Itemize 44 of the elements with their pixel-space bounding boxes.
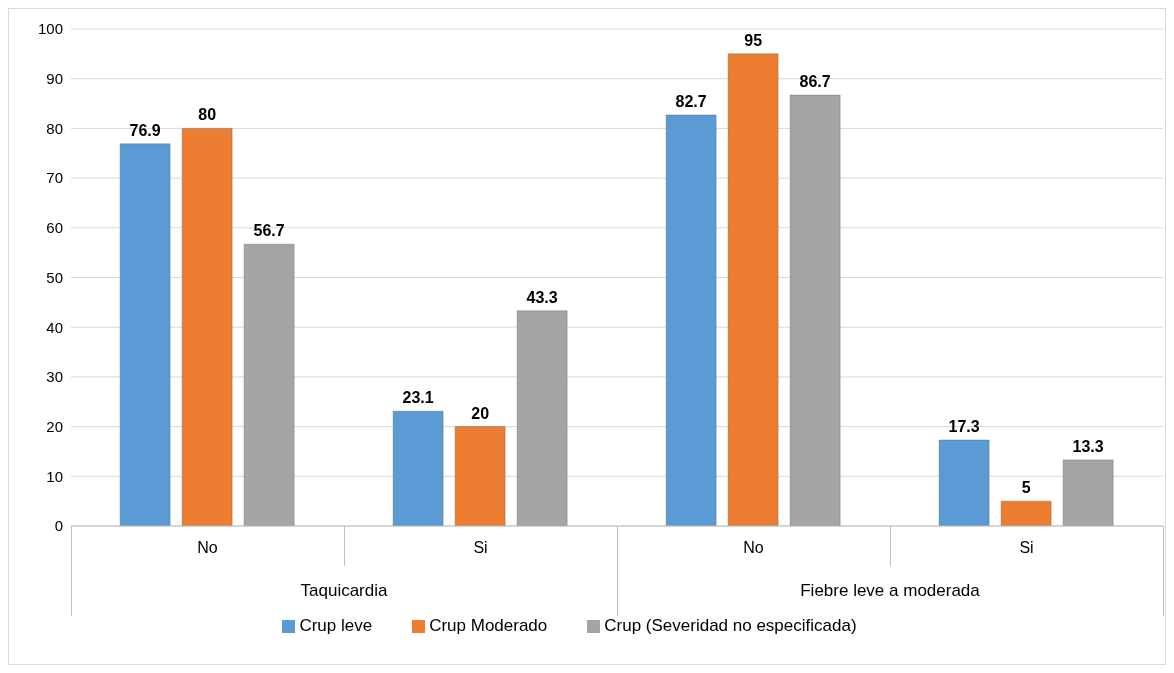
y-tick-label: 20 [46,417,63,435]
bar [938,439,990,526]
legend-label: Crup (Severidad no especificada) [604,616,857,635]
legend-label: Crup leve [299,616,373,635]
data-label: 20 [471,404,490,422]
data-label: 95 [744,31,763,49]
bar [454,426,506,526]
x-tick-label: No [743,539,764,557]
data-label: 13.3 [1072,437,1104,455]
bar [181,127,233,526]
bar [727,53,779,526]
y-tick-label: 90 [46,70,63,88]
y-tick-label: 100 [37,20,63,38]
x-tick-label: Si [1019,539,1034,557]
bar [516,310,568,526]
data-label: 82.7 [675,92,707,110]
y-tick-label: 30 [46,368,63,386]
data-label: 17.3 [948,418,980,436]
y-tick-label: 10 [46,467,63,485]
bar [1062,459,1114,526]
y-tick-label: 80 [46,119,63,137]
bar [665,114,717,526]
y-tick-label: 70 [46,169,63,187]
data-label: 80 [198,106,217,124]
data-label: 86.7 [799,73,831,91]
bar [1000,500,1052,526]
text: Taquicardia [299,581,389,601]
bar [789,94,841,526]
data-label: 23.1 [402,389,434,407]
data-label: 76.9 [129,121,161,139]
data-label: 56.7 [253,222,285,240]
bar [119,143,171,526]
y-tick-label: 40 [46,318,63,336]
text: Fiebre leve a moderada [799,581,981,601]
bar [392,410,444,526]
y-tick-label: 0 [54,517,63,535]
legend-label: Crup Moderado [429,616,548,635]
data-label: 43.3 [526,288,558,306]
bar [243,243,295,526]
y-tick-label: 60 [46,219,63,237]
x-tick-label: No [197,539,218,557]
x-tick-label: Si [473,539,488,557]
y-tick-label: 50 [46,268,63,286]
data-label: 5 [1021,479,1031,497]
